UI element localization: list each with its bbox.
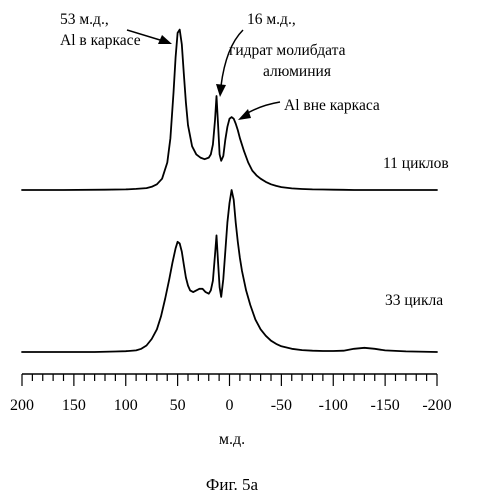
x-tick-label: -150 [370, 397, 399, 414]
annotation-al-framework-line-1: 53 м.д., [60, 11, 109, 28]
annotation-arrow-al-framework [126, 29, 161, 41]
spectrum-33-cycles [21, 189, 438, 353]
series-label-11-cycles: 11 циклов [383, 155, 449, 172]
annotation-arrow-al-extra-framework [245, 101, 281, 115]
x-tick-label: 50 [170, 397, 186, 414]
annotation-arrowhead-al-extra-framework [238, 109, 251, 120]
spectrum-11-cycles [21, 28, 438, 191]
x-tick-label: -100 [319, 397, 348, 414]
x-tick-label: -50 [271, 397, 292, 414]
x-tick-label: 0 [226, 397, 234, 414]
x-axis-label: м.д. [219, 431, 245, 448]
x-tick-label: 100 [114, 397, 138, 414]
annotation-hydrate-line-3: алюминия [263, 63, 331, 80]
annotation-arrow-hydrate [220, 29, 244, 87]
annotation-aluminium-molybdate-hydrate: 16 м.д., гидрат молибдата алюминия [216, 11, 346, 97]
annotation-hydrate-line-2: гидрат молибдата [229, 42, 346, 59]
x-axis-tick-labels: 200 150 100 50 0 -50 -100 -150 -200 [10, 397, 452, 414]
annotation-al-framework: 53 м.д., Al в каркасе [60, 11, 172, 49]
annotation-arrowhead-hydrate [216, 84, 226, 97]
x-tick-label: 200 [10, 397, 34, 414]
x-axis-ticks [21, 374, 438, 386]
figure-caption: Фиг. 5а [206, 475, 259, 494]
x-tick-label: 150 [62, 397, 86, 414]
annotation-al-extra-framework-text: Al вне каркаса [284, 97, 380, 114]
x-tick-label: -200 [422, 397, 451, 414]
annotation-arrowhead-al-framework [158, 35, 172, 44]
annotation-al-framework-line-2: Al в каркасе [60, 32, 141, 49]
series-label-33-cycles: 33 цикла [385, 292, 443, 309]
annotation-al-extra-framework: Al вне каркаса [238, 97, 380, 120]
annotation-hydrate-line-1: 16 м.д., [247, 11, 296, 28]
